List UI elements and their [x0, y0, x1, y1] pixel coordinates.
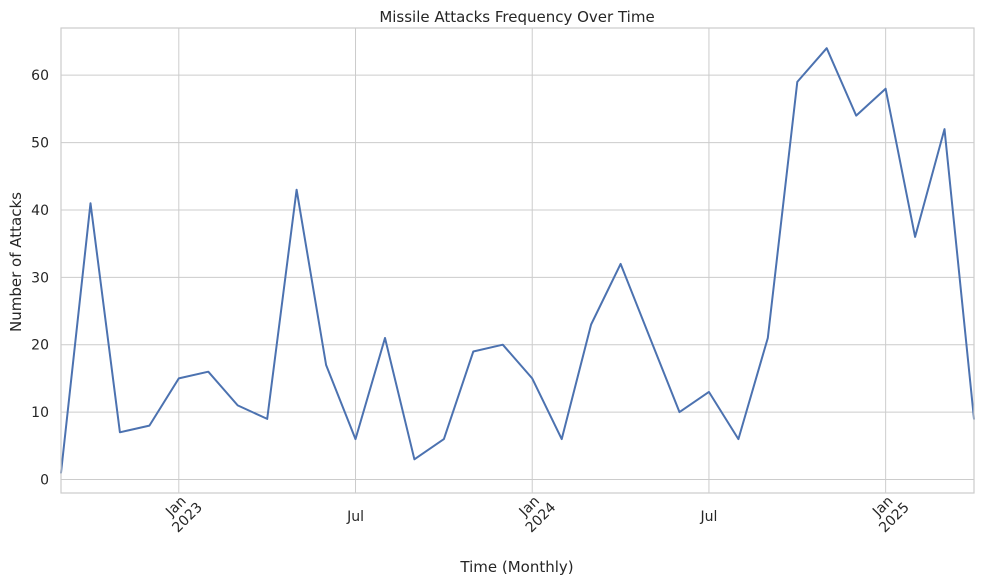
- data-point: [736, 437, 740, 441]
- data-point: [530, 376, 534, 380]
- y-axis-label: Number of Attacks: [7, 192, 25, 332]
- data-point: [236, 403, 240, 407]
- series-line: [60, 47, 975, 474]
- data-point: [854, 114, 858, 118]
- data-point: [206, 370, 210, 374]
- grid: [61, 28, 974, 493]
- data-point: [412, 457, 416, 461]
- y-tick-label: 50: [31, 136, 49, 152]
- data-point: [501, 343, 505, 347]
- data-point: [265, 417, 269, 421]
- series: [60, 46, 975, 474]
- data-point: [177, 376, 181, 380]
- data-point: [471, 349, 475, 353]
- plot-frame: [60, 27, 975, 494]
- data-point: [383, 336, 387, 340]
- y-tick-label: 40: [31, 203, 49, 219]
- x-axis-label: Time (Monthly): [459, 558, 573, 576]
- x-tick-label: Jul: [699, 509, 717, 525]
- data-point: [825, 46, 829, 50]
- data-point: [589, 323, 593, 327]
- data-point: [884, 87, 888, 91]
- data-point: [619, 262, 623, 266]
- data-point: [354, 437, 358, 441]
- y-tick-label: 20: [31, 338, 49, 354]
- x-tick-label: Jul: [346, 509, 364, 525]
- data-point: [147, 424, 151, 428]
- data-point: [766, 336, 770, 340]
- data-point: [442, 437, 446, 441]
- data-point: [324, 363, 328, 367]
- y-tick-label: 10: [31, 405, 49, 421]
- data-point: [118, 430, 122, 434]
- y-tick-label: 30: [31, 270, 49, 286]
- data-point: [295, 188, 299, 192]
- data-point: [943, 127, 947, 131]
- y-tick-label: 0: [40, 473, 49, 489]
- data-point: [677, 410, 681, 414]
- data-point: [795, 80, 799, 84]
- chart-title: Missile Attacks Frequency Over Time: [379, 8, 654, 26]
- y-tick-label: 60: [31, 68, 49, 84]
- data-point: [648, 336, 652, 340]
- data-point: [707, 390, 711, 394]
- data-point: [88, 201, 92, 205]
- data-point: [560, 437, 564, 441]
- data-point: [913, 235, 917, 239]
